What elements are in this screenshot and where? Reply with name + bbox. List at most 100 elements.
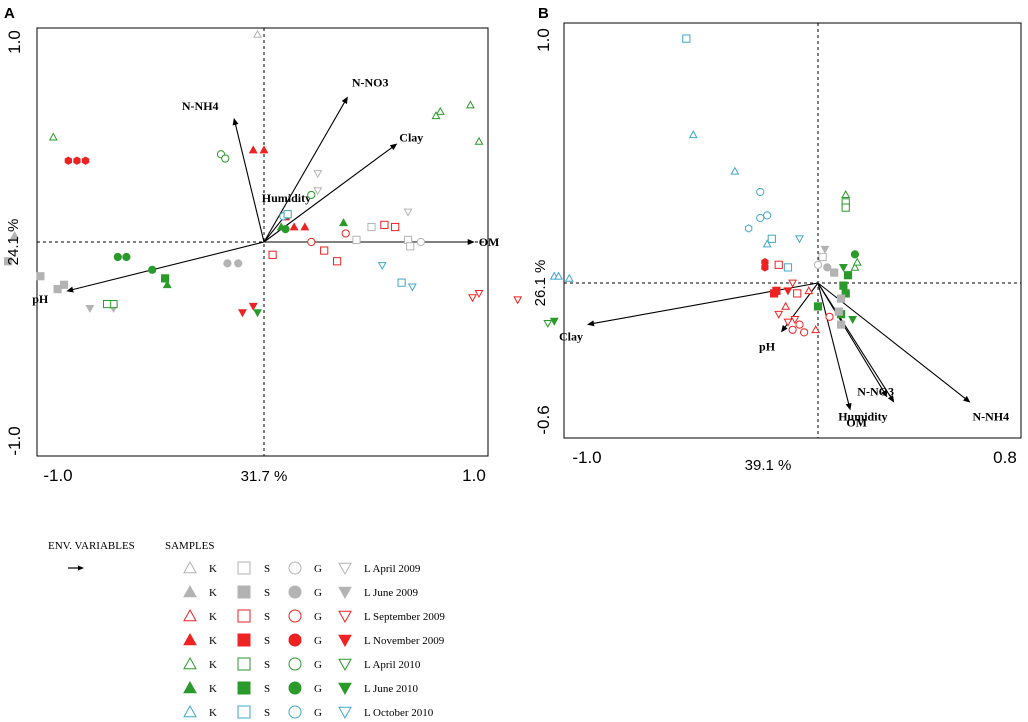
- panel-a-sample-point-68: [283, 210, 292, 219]
- panel-b-sample-point-0: [682, 34, 691, 43]
- panel-a-sample-point-52: [113, 252, 122, 262]
- panel-a-sample-point-44: [48, 132, 58, 141]
- panel-a-sample-point-14: [403, 208, 413, 217]
- legend-g-label: G: [314, 635, 322, 647]
- panel-a-sample-point-42: [474, 136, 484, 145]
- legend-row-5: K S G L June 2010: [183, 680, 418, 696]
- legend-s-label: S: [264, 683, 270, 695]
- legend-tri-down-marker-1: [338, 586, 352, 600]
- panel-b-y-tick-max: 1.0: [534, 28, 553, 52]
- panel-a-sample-point-18: [352, 235, 361, 244]
- panel-a-sample-point-56: [162, 280, 172, 289]
- panel-a-sample-point-5: [36, 272, 45, 281]
- panel-b-sample-point-4: [763, 211, 772, 220]
- panel-a-sample-point-65: [397, 278, 406, 287]
- panel-a-vector-label-3: Humidity: [262, 191, 311, 205]
- panel-b-letter: B: [538, 5, 549, 22]
- panel-a-vector-head-0: [341, 96, 348, 105]
- legend-k-label: K: [209, 659, 217, 671]
- panel-a-sample-point-29: [289, 222, 299, 231]
- legend-s-label: S: [264, 659, 270, 671]
- legend-square-marker-4: [237, 657, 251, 671]
- panel-a-sample-point-13: [313, 187, 323, 196]
- panel-a-sample-point-26: [248, 302, 258, 311]
- legend-date-label: L June 2009: [364, 587, 418, 599]
- panel-a-sample-point-27: [238, 309, 247, 318]
- legend-date-label: L April 2009: [364, 563, 421, 575]
- panel-b-sample-point-20: [841, 289, 850, 298]
- panel-b-x-axis-label: 39.1 %: [745, 457, 792, 474]
- legend-s-label: S: [264, 707, 270, 719]
- panel-b-sample-point-8: [762, 239, 772, 248]
- panel-b-vector-clay: [591, 282, 819, 325]
- panel-b-sample-point-47: [783, 318, 793, 327]
- panel-a-sample-point-28: [300, 222, 310, 231]
- legend-square-marker-3: [237, 633, 251, 647]
- panel-a-sample-point-50: [543, 319, 553, 328]
- panel-b-sample-point-42: [774, 310, 784, 319]
- legend-date-label: L October 2010: [364, 707, 434, 719]
- legend-vector-sample: [68, 565, 84, 571]
- legend-env-variables-heading: ENV. VARIABLES: [48, 540, 135, 552]
- panel-a-sample-point-3: [10, 230, 20, 239]
- legend-tri-down-marker-3: [338, 634, 352, 648]
- panel-a-sample-point-20: [73, 156, 81, 165]
- panel-a-sample-point-63: [564, 273, 574, 282]
- panel-a-sample-point-33: [320, 246, 329, 255]
- panel-b-sample-point-3: [756, 187, 765, 197]
- legend-k-label: K: [209, 683, 217, 695]
- panel-b-vector-om: [817, 282, 850, 406]
- legend-circle-marker-3: [288, 633, 302, 647]
- panel-a-points: [4, 29, 574, 328]
- panel-a-x-axis-label: 31.7 %: [241, 468, 288, 485]
- panel-b-sample-point-49: [825, 312, 834, 321]
- legend-rows: K S G L April 2009 K S G L June 2009 K S G L Septem…: [183, 560, 445, 720]
- panel-b-vector-label-2: OM: [846, 415, 867, 429]
- panel-b: B Clay pH OM N-NO3 Humidity N-NH4 -1.0 39.1 %…: [532, 5, 1022, 474]
- legend-g-label: G: [314, 563, 322, 575]
- legend-s-label: S: [264, 587, 270, 599]
- panel-a-y-tick-max: 1.0: [5, 30, 24, 54]
- legend-triangle-marker-6: [183, 704, 197, 718]
- panel-a-sample-point-22: [81, 156, 90, 165]
- panel-a-letter: A: [4, 5, 15, 22]
- panel-a-sample-point-67: [377, 262, 387, 271]
- legend-circle-marker-4: [288, 657, 302, 671]
- legend-triangle-marker-5: [183, 680, 197, 694]
- legend-triangle-marker-3: [183, 632, 197, 646]
- legend-triangle-marker-0: [183, 560, 197, 574]
- legend-g-label: G: [314, 659, 322, 671]
- panel-b-sample-point-11: [841, 189, 851, 198]
- panel-b-sample-point-1: [688, 130, 698, 139]
- legend-k-label: K: [209, 707, 217, 719]
- panel-a-sample-point-49: [102, 299, 112, 309]
- panel-a-sample-point-59: [276, 222, 286, 231]
- panel-b-vector-label-5: N-NH4: [972, 410, 1009, 424]
- legend-g-label: G: [314, 683, 322, 695]
- legend-tri-down-marker-6: [338, 706, 352, 720]
- panel-b-sample-point-41: [781, 301, 791, 310]
- panel-a-sample-point-11: [234, 259, 243, 268]
- panel-a-vector-label-0: N-NO3: [352, 75, 389, 89]
- panel-a-sample-point-51: [549, 317, 559, 326]
- legend-k-label: K: [209, 587, 217, 599]
- legend-date-label: L September 2009: [364, 611, 445, 623]
- legend-triangle-marker-2: [183, 608, 197, 622]
- panel-b-sample-point-43: [790, 316, 800, 325]
- panel-b-vector-head-4: [887, 395, 895, 403]
- panel-a-sample-point-57: [339, 218, 348, 227]
- panel-b-sample-point-45: [800, 328, 809, 337]
- panel-a-vector-head-5: [66, 286, 74, 293]
- panel-b-vector-head-0: [587, 320, 595, 327]
- legend-date-label: L April 2010: [364, 659, 421, 671]
- panel-b-sample-point-39: [783, 287, 793, 296]
- panel-a-vector-n-nh4: [234, 122, 265, 243]
- panel-a-vector-label-5: pH: [32, 292, 49, 306]
- legend-row-0: K S G L April 2009: [183, 560, 421, 576]
- legend-square-marker-6: [237, 705, 251, 719]
- legend-row-3: K S G L November 2009: [183, 632, 445, 648]
- legend-samples-heading: SAMPLES: [165, 540, 215, 552]
- panel-b-sample-point-26: [823, 263, 832, 272]
- legend-circle-marker-2: [288, 609, 302, 623]
